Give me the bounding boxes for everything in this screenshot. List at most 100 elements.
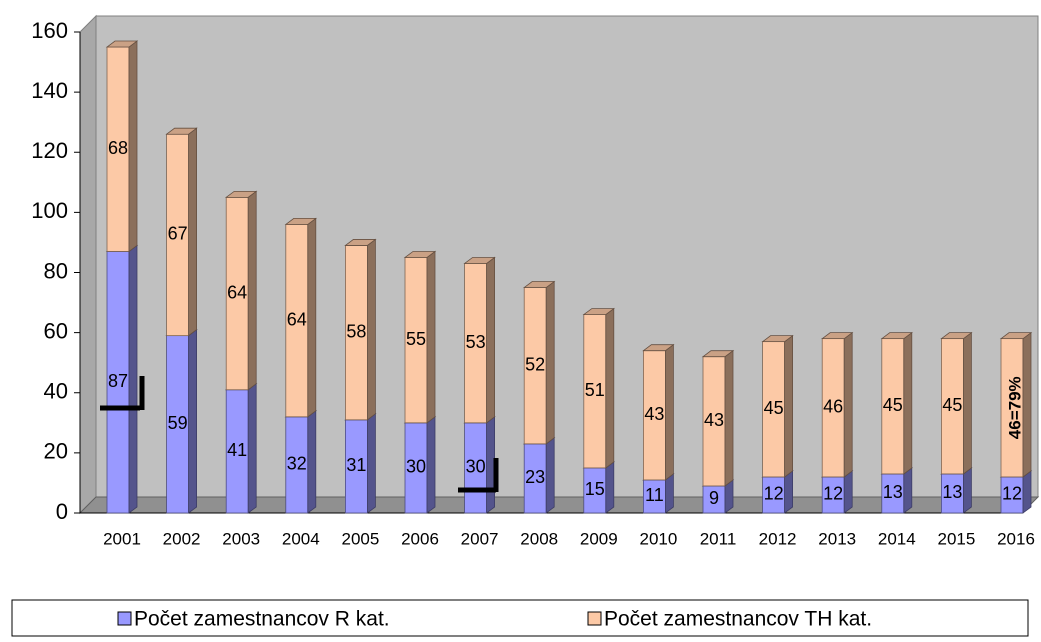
bar-segment bbox=[582, 307, 615, 469]
data-label: 58 bbox=[346, 321, 366, 341]
bar-top bbox=[582, 308, 615, 315]
annotation-mark bbox=[100, 376, 145, 411]
data-label: 23 bbox=[525, 467, 545, 487]
data-label: 51 bbox=[585, 380, 605, 400]
data-label: 13 bbox=[942, 482, 962, 502]
bar-segment bbox=[344, 238, 377, 421]
x-tick-label: 2004 bbox=[282, 529, 320, 548]
x-tick-label: 2013 bbox=[818, 529, 856, 548]
bar-side bbox=[545, 280, 555, 445]
bar-side bbox=[665, 473, 674, 514]
bar-side bbox=[963, 331, 972, 475]
side-wall bbox=[79, 14, 97, 515]
annotation-mark bbox=[458, 458, 499, 493]
bar-segment bbox=[284, 217, 317, 418]
bar-top bbox=[642, 344, 675, 352]
bar-side bbox=[426, 416, 436, 514]
y-tick-label: 120 bbox=[31, 138, 68, 163]
bar-top bbox=[701, 350, 735, 358]
bar-side bbox=[426, 250, 436, 424]
data-label: 12 bbox=[823, 484, 843, 504]
data-label: 45 bbox=[764, 398, 784, 418]
bar-side bbox=[247, 382, 257, 514]
y-tick-label: 160 bbox=[31, 18, 68, 43]
bar-top bbox=[105, 40, 139, 48]
data-label: 31 bbox=[346, 455, 366, 475]
x-tick-label: 2001 bbox=[103, 529, 141, 548]
x-tick-label: 2006 bbox=[401, 529, 439, 548]
bar-side bbox=[784, 334, 793, 478]
bar-segment bbox=[880, 331, 913, 475]
data-label: 59 bbox=[168, 413, 188, 433]
bar-side bbox=[366, 413, 376, 514]
bar-top bbox=[344, 239, 377, 246]
bar-top bbox=[224, 190, 258, 198]
bar-top bbox=[165, 127, 198, 135]
x-tick-label: 2014 bbox=[878, 529, 916, 548]
bar-side bbox=[188, 127, 198, 337]
data-label: 64 bbox=[227, 282, 247, 302]
y-tick-label: 140 bbox=[31, 78, 68, 103]
y-tick-label: 0 bbox=[56, 499, 68, 524]
bar-top bbox=[761, 335, 794, 343]
y-tick-label: 20 bbox=[44, 439, 68, 464]
data-label: 30 bbox=[466, 457, 486, 477]
data-label: 9 bbox=[709, 488, 719, 508]
data-label: 12 bbox=[764, 484, 784, 504]
y-tick-label: 40 bbox=[44, 379, 68, 404]
bar-segment bbox=[821, 331, 854, 478]
bar-segment bbox=[224, 190, 258, 391]
data-label: 41 bbox=[227, 440, 247, 460]
data-label: 11 bbox=[645, 485, 664, 505]
bar-segment bbox=[165, 127, 198, 337]
data-label: 45 bbox=[883, 395, 903, 415]
bar-side bbox=[724, 349, 734, 487]
bar-segment bbox=[701, 349, 735, 487]
bar-side bbox=[665, 343, 674, 481]
x-tick-label: 2007 bbox=[461, 529, 499, 548]
data-label: 45 bbox=[942, 395, 962, 415]
data-label: 46=79% bbox=[1005, 376, 1024, 439]
bar-side bbox=[307, 217, 317, 418]
y-tick-label: 100 bbox=[31, 198, 68, 223]
bar-segment bbox=[224, 382, 258, 514]
x-tick-label: 2002 bbox=[163, 529, 201, 548]
x-tick-label: 2009 bbox=[580, 529, 618, 548]
bar-side bbox=[605, 307, 615, 469]
data-label: 15 bbox=[585, 479, 605, 499]
data-label: 53 bbox=[466, 332, 486, 352]
legend-label: Počet zamestnancov TH kat. bbox=[604, 608, 872, 631]
data-label: 32 bbox=[287, 454, 307, 474]
bar-segment bbox=[463, 256, 496, 424]
bar-side bbox=[605, 461, 615, 514]
plot: 87 68 59 67 41 64 32 64 31 58 30 55 30 53 23 52 15 51 11 43… bbox=[105, 40, 1033, 514]
bar-segment bbox=[642, 343, 675, 481]
bar-side bbox=[128, 244, 138, 514]
data-label: 13 bbox=[883, 482, 903, 502]
bar-side bbox=[486, 416, 496, 514]
x-tick-label: 2010 bbox=[639, 529, 677, 548]
bar-side bbox=[128, 40, 138, 253]
bar-side bbox=[486, 256, 496, 424]
bar-side bbox=[903, 331, 913, 475]
bar-side bbox=[843, 331, 853, 478]
bar-top bbox=[880, 332, 913, 340]
x-tick-label: 2005 bbox=[341, 529, 379, 548]
y-tick-label: 60 bbox=[44, 318, 68, 343]
x-tick-label: 2015 bbox=[937, 529, 975, 548]
x-tick-label: 2016 bbox=[997, 529, 1035, 548]
bar-segment bbox=[999, 331, 1033, 478]
data-label: 43 bbox=[644, 404, 664, 424]
x-tick-label: 2011 bbox=[700, 529, 737, 548]
bar-top bbox=[523, 281, 556, 288]
bar-segment bbox=[523, 280, 556, 445]
bar-side bbox=[903, 467, 913, 514]
bar-top bbox=[463, 257, 496, 264]
bar-side bbox=[784, 470, 793, 514]
bar-side bbox=[247, 190, 257, 391]
bar-segment bbox=[403, 250, 437, 424]
bar-top bbox=[284, 217, 317, 225]
legend-label: Počet zamestnancov R kat. bbox=[134, 608, 390, 631]
data-label: 43 bbox=[704, 410, 724, 430]
